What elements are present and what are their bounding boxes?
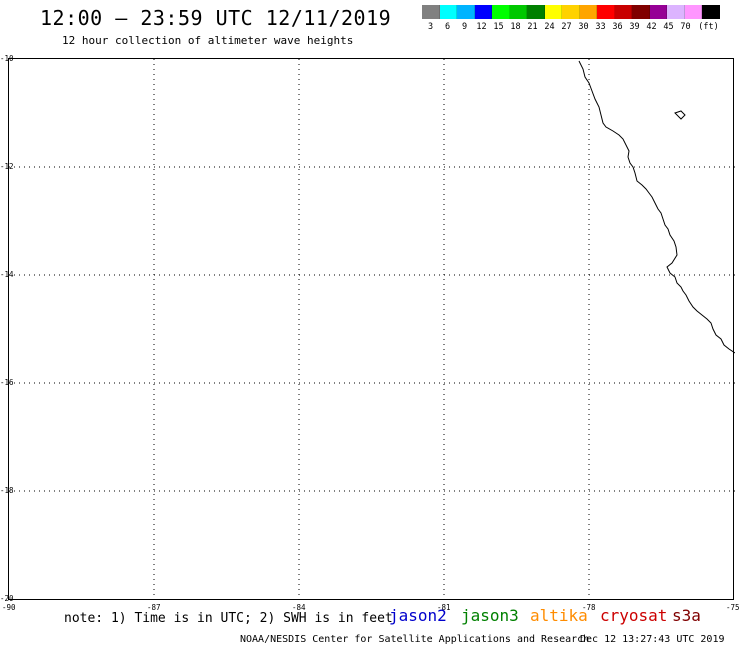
legend-label: 12 [476, 22, 487, 32]
legend-swatch [527, 5, 545, 19]
footer-credit: NOAA/NESDIS Center for Satellite Applica… [240, 634, 590, 645]
lat-label-neg12: -12 [0, 162, 14, 171]
satellite-s3a: s3a [672, 606, 701, 625]
lat-label-neg14: -14 [0, 270, 14, 279]
legend-label: 42 [646, 22, 657, 32]
legend-label: 3 [427, 22, 434, 32]
legend-swatch [474, 5, 492, 19]
legend-swatch [492, 5, 510, 19]
legend-swatch [649, 5, 667, 19]
legend-swatch [597, 5, 615, 19]
lon-label-neg78: -78 [582, 603, 596, 612]
legend-swatch [667, 5, 685, 19]
map-canvas [9, 59, 735, 601]
legend-label: 18 [510, 22, 521, 32]
map-area [8, 58, 735, 601]
footer-timestamp: Dec 12 13:27:43 UTC 2019 [580, 634, 725, 645]
legend-swatch [702, 5, 720, 19]
legend-label: 39 [629, 22, 640, 32]
legend-swatch [457, 5, 475, 19]
legend-swatch [509, 5, 527, 19]
units-note: note: 1) Time is in UTC; 2) SWH is in fe… [64, 611, 393, 626]
legend-swatch [579, 5, 597, 19]
legend-label: (ft) [698, 22, 719, 32]
legend-labels: 3 6 9 12 15 18 21 24 27 30 33 36 39 42 45 70 (ft) [422, 22, 740, 34]
satellite-cryosat: cryosat [600, 606, 668, 625]
legend-swatch [632, 5, 650, 19]
legend-label: 6 [444, 22, 451, 32]
lon-label-neg75: -75 [726, 603, 740, 612]
legend-label: 21 [527, 22, 538, 32]
wave-height-legend [422, 5, 720, 19]
legend-label: 27 [561, 22, 572, 32]
coastline-island [674, 110, 686, 120]
satellite-jason3: jason3 [461, 606, 519, 625]
lon-label-neg84: -84 [292, 603, 306, 612]
lat-label-neg10: -10 [0, 54, 14, 63]
legend-label: 9 [461, 22, 468, 32]
coastline-peru [578, 60, 735, 354]
lon-label-neg90: -90 [2, 603, 16, 612]
map-subtitle: 12 hour collection of altimeter wave hei… [62, 34, 354, 47]
satellite-jason2: jason2 [389, 606, 447, 625]
map-title: 12:00 — 23:59 UTC 12/11/2019 [40, 6, 392, 30]
legend-label: 36 [612, 22, 623, 32]
legend-swatch [544, 5, 562, 19]
legend-swatch [614, 5, 632, 19]
legend-swatch [439, 5, 457, 19]
lat-label-neg20: -20 [0, 594, 14, 603]
legend-label: 15 [493, 22, 504, 32]
legend-label: 45 [663, 22, 674, 32]
lon-label-neg81: -81 [437, 603, 451, 612]
satellite-altika: altika [530, 606, 588, 625]
lat-label-neg16: -16 [0, 378, 14, 387]
lat-label-neg18: -18 [0, 486, 14, 495]
legend-label: 30 [578, 22, 589, 32]
legend-label: 70 [680, 22, 691, 32]
legend-swatch [684, 5, 702, 19]
gridlines [9, 59, 735, 601]
lon-label-neg87: -87 [147, 603, 161, 612]
legend-swatch [562, 5, 580, 19]
legend-label: 33 [595, 22, 606, 32]
legend-label: 24 [544, 22, 555, 32]
legend-swatch [422, 5, 440, 19]
